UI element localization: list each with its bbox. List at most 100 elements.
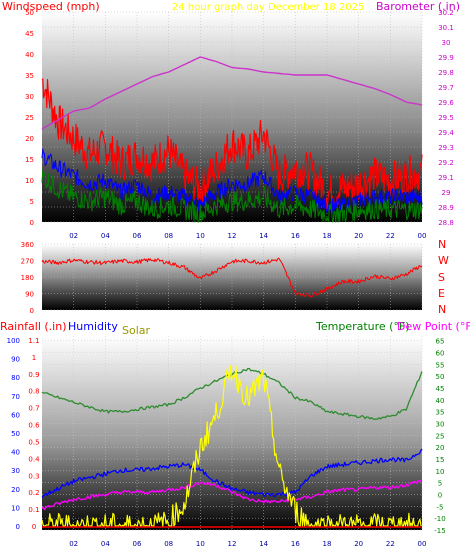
humidity-tick-label: 40 (11, 449, 20, 457)
humidity-tick-label: 30 (11, 467, 20, 475)
direction-tick-label: 90 (25, 291, 34, 299)
wind-average-line (41, 148, 423, 214)
windspeed-tick-label: 35 (25, 72, 34, 80)
hour-tick-label: 18 (323, 540, 332, 548)
hour-tick-label: 20 (354, 232, 363, 240)
hour-tick-label: 06 (133, 540, 142, 548)
barometer-tick-label: 29.9 (438, 54, 454, 62)
solar-line (41, 365, 422, 527)
dewpoint-line (41, 479, 423, 511)
hour-tick-label: 16 (291, 540, 300, 548)
hour-tick-label: 02 (69, 232, 78, 240)
temperature-tick-label: 25 (436, 432, 445, 440)
hour-tick-label: 02 (69, 540, 78, 548)
windspeed-tick-label: 50 (25, 9, 34, 17)
temperature-title: Temperature (°F) (315, 320, 410, 333)
humidity-tick-label: 20 (11, 486, 20, 494)
hour-tick-label: 10 (196, 232, 205, 240)
hour-tick-label: 20 (354, 540, 363, 548)
rainfall-tick-label: 0.1 (28, 506, 39, 514)
humidity-tick-label: 100 (7, 337, 20, 345)
rainfall-tick-label: 0.8 (28, 388, 39, 396)
barometer-tick-label: 29.5 (438, 114, 454, 122)
temperature-tick-label: 55 (436, 361, 445, 369)
rainfall-tick-label: 0.9 (28, 371, 39, 379)
wind-gust-line (41, 78, 423, 210)
rainfall-tick-label: 0.2 (28, 489, 39, 497)
barometer-tick-label: 28.9 (438, 204, 454, 212)
hour-tick-label: 04 (101, 540, 110, 548)
hour-tick-label: 04 (101, 232, 110, 240)
wind-low-line (41, 169, 423, 223)
windspeed-tick-label: 20 (25, 135, 34, 143)
windspeed-tick-label: 10 (25, 177, 34, 185)
windspeed-tick-label: 25 (25, 114, 34, 122)
humidity-tick-label: 0 (16, 523, 20, 531)
hour-tick-label: 14 (259, 540, 268, 548)
windspeed-tick-label: 15 (25, 156, 34, 164)
direction-label-n-bottom: N (438, 303, 446, 316)
humidity-tick-label: 80 (11, 374, 20, 382)
direction-tick-label: 180 (21, 274, 34, 282)
rainfall-tick-label: 0.5 (28, 438, 39, 446)
rainfall-tick-label: 0.4 (28, 455, 40, 463)
rainfall-title: Rainfall (.in) (0, 320, 67, 333)
windspeed-tick-label: 5 (30, 198, 34, 206)
hour-tick-label: 16 (291, 232, 300, 240)
humidity-tick-label: 70 (11, 393, 20, 401)
windspeed-tick-label: 40 (25, 51, 34, 59)
barometer-tick-label: 29.2 (438, 159, 454, 167)
hour-tick-label: 10 (196, 540, 205, 548)
barometer-tick-label: 29.7 (438, 84, 454, 92)
temperature-tick-label: -5 (437, 503, 444, 511)
humidity-tick-label: 90 (11, 356, 20, 364)
rainfall-tick-label: 0.6 (28, 422, 40, 430)
hour-tick-label: 00 (418, 540, 427, 548)
direction-tick-label: 360 (21, 241, 34, 249)
direction-label-n-top: N (438, 238, 446, 251)
temperature-line (41, 367, 423, 421)
direction-tick-label: 270 (21, 258, 34, 266)
temperature-tick-label: 10 (436, 468, 445, 476)
hour-tick-label: 12 (228, 232, 237, 240)
temperature-tick-label: 65 (436, 338, 445, 346)
temperature-tick-label: 30 (436, 421, 445, 429)
temperature-tick-label: 60 (436, 350, 445, 358)
hour-tick-label: 22 (386, 540, 395, 548)
rainfall-tick-label: 0.7 (28, 405, 39, 413)
rainfall-tick-label: 1.1 (28, 337, 39, 345)
barometer-tick-label: 30.1 (438, 24, 454, 32)
barometer-title: Barometer (.in) (376, 0, 460, 13)
hour-tick-label: 00 (418, 232, 427, 240)
barometer-tick-label: 29.6 (438, 99, 454, 107)
humidity-title: Humidity (68, 320, 118, 333)
temperature-tick-label: 50 (436, 373, 445, 381)
humidity-tick-label: 60 (11, 411, 20, 419)
windspeed-tick-label: 30 (25, 93, 34, 101)
temperature-tick-label: 15 (436, 456, 445, 464)
barometer-tick-label: 29.3 (438, 144, 454, 152)
barometer-tick-label: 30.2 (438, 9, 454, 17)
hour-tick-label: 06 (133, 232, 142, 240)
hour-tick-label: 14 (259, 232, 268, 240)
hour-tick-label: 18 (323, 232, 332, 240)
hour-tick-label: 08 (164, 232, 173, 240)
direction-label-w: W (438, 254, 449, 267)
windspeed-tick-label: 0 (30, 219, 34, 227)
temperature-tick-label: 5 (438, 480, 442, 488)
humidity-tick-label: 50 (11, 430, 20, 438)
humidity-tick-label: 10 (11, 504, 20, 512)
graph-title: 24 hour graph day December 18 2025 (172, 2, 364, 13)
temperature-tick-label: 35 (436, 409, 445, 417)
rainfall-tick-label: 1 (32, 354, 36, 362)
barometer-tick-label: 30 (442, 39, 451, 47)
temperature-tick-label: 40 (436, 397, 445, 405)
rainfall-tick-label: 0.3 (28, 472, 39, 480)
windspeed-title: Windspeed (mph) (2, 0, 100, 13)
hour-tick-label: 22 (386, 232, 395, 240)
direction-label-e: E (438, 287, 445, 300)
wind-direction-line (41, 257, 423, 298)
humidity-line (41, 448, 423, 498)
temperature-tick-label: 20 (436, 444, 445, 452)
